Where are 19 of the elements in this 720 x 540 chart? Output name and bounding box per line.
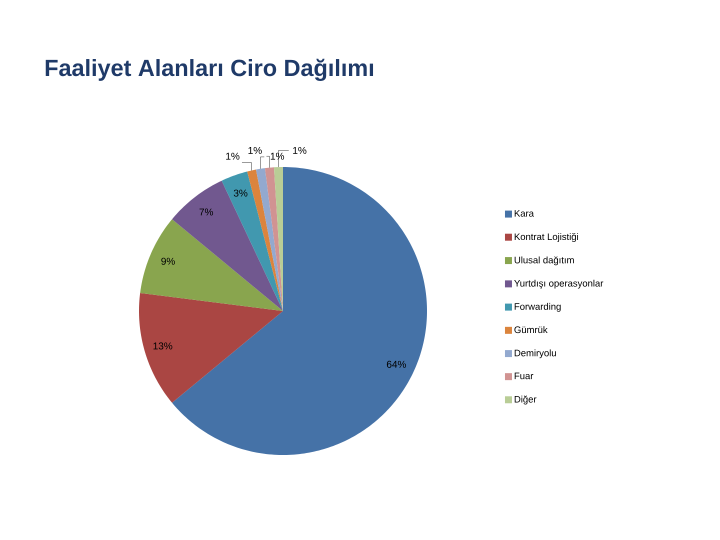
- data-label: 64%: [386, 360, 406, 368]
- data-label: 7%: [200, 208, 214, 216]
- data-label: 1%: [293, 146, 306, 154]
- data-label: 1%: [226, 152, 240, 160]
- legend-label: Forwarding: [514, 302, 561, 312]
- data-label: 9%: [161, 258, 175, 265]
- legend-label: Demiryolu: [514, 349, 556, 358]
- legend-label: Kontrat Lojistiği: [514, 232, 578, 242]
- legend-label: Ulusal dağıtım: [514, 256, 574, 266]
- legend-label: Gümrük: [514, 326, 548, 334]
- legend-label: Kara: [514, 210, 534, 217]
- data-label: 1%: [270, 152, 284, 160]
- data-label: 1%: [248, 146, 262, 154]
- legend-label: Fuar: [514, 372, 534, 380]
- legend-label: Yurtdışı operasyonlar: [514, 280, 604, 289]
- legend-label: Diğer: [514, 396, 536, 404]
- data-label: 13%: [153, 342, 172, 350]
- chart-title: Faaliyet Alanları Ciro Dağılımı: [46, 58, 374, 81]
- data-label: 3%: [234, 190, 248, 197]
